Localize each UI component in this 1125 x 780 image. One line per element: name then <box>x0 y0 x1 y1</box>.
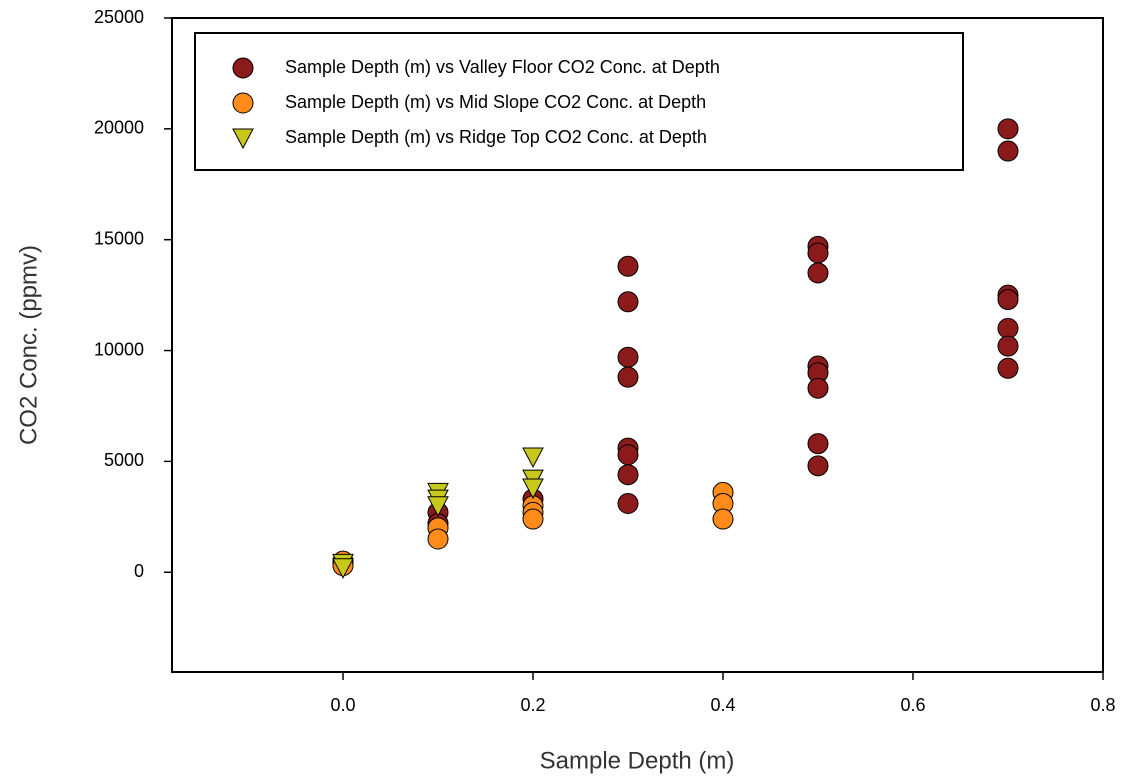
legend-marker <box>232 57 254 79</box>
point <box>807 262 829 284</box>
point <box>712 508 734 530</box>
x-tick-label: 0.8 <box>1090 695 1115 715</box>
y-tick-label: 0 <box>134 561 144 581</box>
x-tick-label: 0.0 <box>330 695 355 715</box>
point <box>522 478 544 500</box>
point <box>617 366 639 388</box>
point <box>807 242 829 264</box>
point <box>427 528 449 550</box>
point <box>997 140 1019 162</box>
point <box>617 346 639 368</box>
legend-label: Sample Depth (m) vs Valley Floor CO2 Con… <box>285 57 720 77</box>
legend-marker <box>232 128 254 150</box>
point <box>522 508 544 530</box>
x-tick-label: 0.6 <box>900 695 925 715</box>
legend-label: Sample Depth (m) vs Mid Slope CO2 Conc. … <box>285 92 706 112</box>
point <box>997 118 1019 140</box>
point <box>427 496 449 517</box>
point <box>807 433 829 455</box>
y-axis-label: CO2 Conc. (ppmv) <box>15 245 42 445</box>
y-tick-label: 10000 <box>94 339 144 359</box>
point <box>617 464 639 486</box>
point <box>807 377 829 399</box>
plot-frame <box>171 17 1104 673</box>
point <box>617 291 639 313</box>
point <box>997 289 1019 311</box>
point <box>617 255 639 277</box>
point <box>617 493 639 515</box>
point <box>617 444 639 466</box>
point <box>807 455 829 477</box>
point <box>997 335 1019 357</box>
point <box>997 357 1019 379</box>
legend-marker <box>232 92 254 114</box>
legend-box <box>194 32 964 171</box>
point <box>997 317 1019 339</box>
legend-label: Sample Depth (m) vs Ridge Top CO2 Conc. … <box>285 127 707 147</box>
point <box>332 558 354 579</box>
x-tick-label: 0.2 <box>520 695 545 715</box>
y-tick-label: 15000 <box>94 228 144 248</box>
y-tick-label: 20000 <box>94 118 144 138</box>
point <box>522 447 544 469</box>
x-axis-label: Sample Depth (m) <box>540 747 735 774</box>
y-tick-label: 5000 <box>104 450 144 470</box>
x-tick-label: 0.4 <box>710 695 735 715</box>
y-tick-label: 25000 <box>94 7 144 27</box>
